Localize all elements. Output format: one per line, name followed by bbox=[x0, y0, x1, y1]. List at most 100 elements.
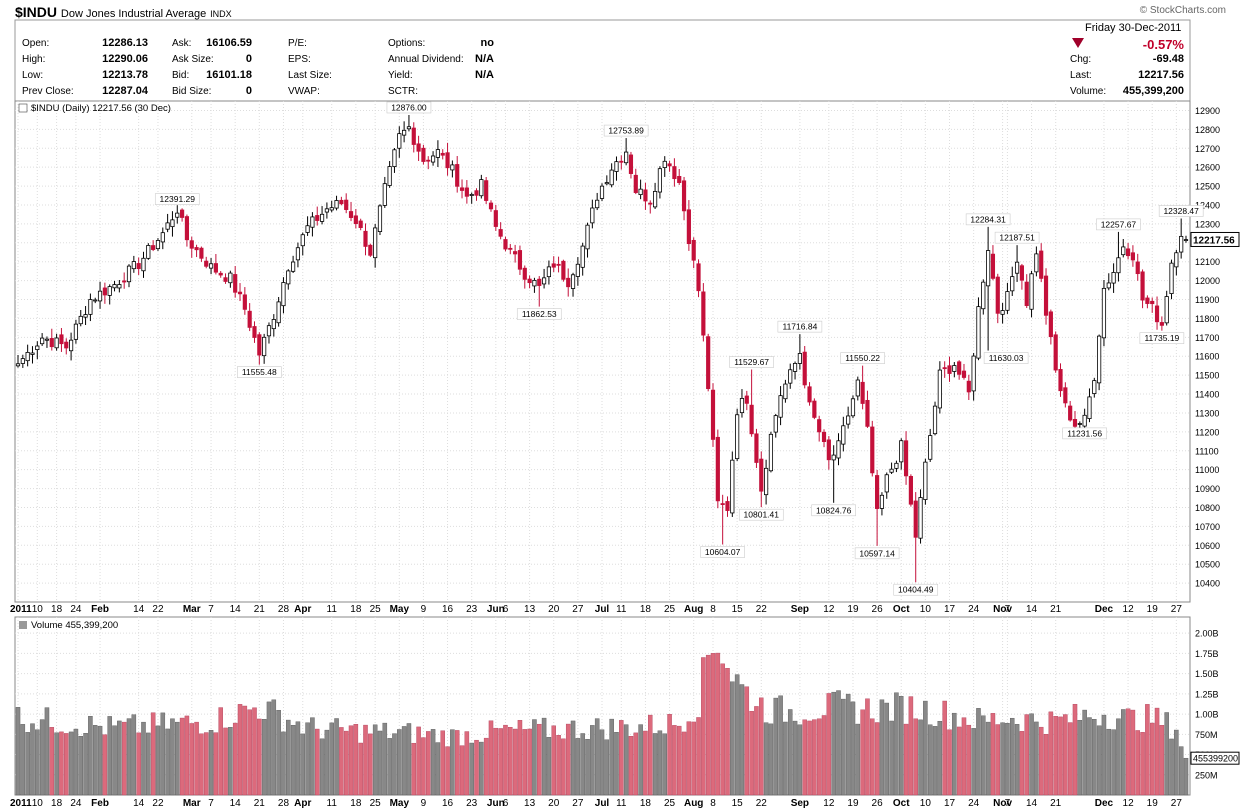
candle-body bbox=[754, 433, 759, 463]
volume-bar bbox=[286, 719, 291, 796]
x-axis-label: 11 bbox=[327, 798, 338, 809]
volume-bar bbox=[648, 714, 653, 796]
candle-body bbox=[474, 190, 479, 196]
candle-body bbox=[1000, 310, 1005, 315]
x-axis-label: 18 bbox=[640, 604, 652, 615]
x-axis-label: 10 bbox=[920, 604, 932, 615]
x-axis-label: Jul bbox=[595, 798, 610, 809]
volume-bars bbox=[15, 652, 1189, 796]
candle-body bbox=[1106, 282, 1111, 289]
candle-body bbox=[1179, 235, 1184, 253]
volume-bar bbox=[1048, 711, 1054, 796]
candle-body bbox=[368, 244, 373, 256]
volume-bar bbox=[498, 728, 503, 796]
price-tick-label: 11000 bbox=[1195, 465, 1219, 475]
candle-body bbox=[879, 494, 885, 509]
candle-body bbox=[464, 187, 469, 197]
candle-body bbox=[957, 361, 962, 375]
candle-body bbox=[334, 200, 339, 209]
x-axis-label: 25 bbox=[370, 604, 382, 615]
volume-bar bbox=[421, 737, 426, 796]
annotation-box bbox=[603, 124, 649, 137]
annotation-box bbox=[237, 366, 282, 378]
volume-bar bbox=[590, 725, 595, 796]
candle-body bbox=[175, 212, 180, 218]
annotation-label: 10824.76 bbox=[816, 505, 852, 515]
x-axis-label: 27 bbox=[572, 604, 584, 615]
x-axis-label: 11 bbox=[616, 798, 627, 809]
candle-body bbox=[435, 149, 440, 158]
candle-body bbox=[691, 239, 696, 261]
candle-body bbox=[20, 358, 25, 364]
candle-body bbox=[947, 365, 952, 374]
candle-body bbox=[324, 208, 329, 213]
quote-value: 12213.78 bbox=[102, 69, 148, 81]
x-axis-label: 10 bbox=[920, 798, 932, 809]
volume-bar bbox=[1067, 722, 1073, 796]
volume-bar bbox=[242, 705, 248, 796]
volume-bar bbox=[247, 709, 252, 796]
volume-bar bbox=[720, 663, 725, 796]
candle-body bbox=[1058, 369, 1063, 392]
price-tick-label: 10500 bbox=[1195, 560, 1220, 570]
volume-bar bbox=[1096, 725, 1102, 796]
candle-body bbox=[25, 351, 30, 362]
candle-body bbox=[913, 500, 918, 538]
volume-bar bbox=[638, 724, 643, 796]
candle-body bbox=[353, 215, 358, 224]
candle-body bbox=[59, 334, 64, 345]
volume-bar bbox=[78, 736, 83, 796]
annotation-label: 11550.22 bbox=[845, 353, 880, 363]
volume-bar bbox=[691, 721, 696, 796]
volume-bar bbox=[401, 726, 407, 796]
price-tick-label: 11500 bbox=[1195, 371, 1219, 381]
volume-bar bbox=[281, 731, 286, 796]
annotation-box bbox=[1139, 332, 1185, 344]
candle-body bbox=[686, 209, 691, 245]
candle-body bbox=[155, 240, 161, 250]
x-axis-label: 21 bbox=[254, 604, 266, 615]
candle-body bbox=[44, 338, 50, 341]
candle-body bbox=[488, 202, 494, 210]
volume-bar bbox=[358, 742, 363, 796]
x-axis-label: 12 bbox=[1123, 798, 1135, 809]
volume-bar bbox=[744, 686, 750, 796]
candle-body bbox=[585, 224, 590, 250]
volume-bar bbox=[715, 652, 721, 796]
x-axis-label: 16 bbox=[442, 798, 454, 809]
candle-body bbox=[725, 501, 730, 511]
x-axis-label: Jun bbox=[487, 604, 505, 615]
volume-bar bbox=[363, 724, 368, 796]
candle-body bbox=[1077, 423, 1082, 425]
candle-body bbox=[532, 279, 537, 287]
candle-body bbox=[802, 351, 807, 386]
annotation-label: 11630.03 bbox=[989, 353, 1024, 363]
volume-bar bbox=[995, 724, 1001, 796]
volume-bar bbox=[686, 721, 692, 796]
candle-body bbox=[812, 400, 817, 418]
volume-bar bbox=[807, 720, 812, 796]
candle-body bbox=[421, 147, 426, 162]
candle-body bbox=[942, 367, 947, 370]
volume-bar bbox=[1140, 732, 1145, 796]
volume-bar bbox=[580, 733, 585, 796]
candle-body bbox=[619, 160, 624, 163]
candle-body bbox=[1087, 396, 1092, 419]
candle-body bbox=[1159, 322, 1164, 326]
volume-bar bbox=[841, 698, 846, 796]
volume-tick-label: 1.25B bbox=[1195, 689, 1219, 699]
volume-bar bbox=[551, 725, 556, 796]
candles bbox=[15, 114, 1189, 583]
annotation-label: 12187.51 bbox=[999, 233, 1035, 243]
annotation-label: 11735.19 bbox=[1144, 333, 1179, 343]
quote-label: Ask: bbox=[172, 38, 192, 49]
x-axis-label: 12 bbox=[1123, 604, 1135, 615]
volume-bar bbox=[956, 726, 962, 796]
x-axis-label: Mar bbox=[183, 798, 201, 809]
volume-bar bbox=[440, 730, 445, 796]
volume-bar bbox=[676, 725, 682, 796]
annotation-box bbox=[811, 504, 856, 517]
x-axis-label: Oct bbox=[893, 798, 910, 809]
volume-bar bbox=[1169, 738, 1174, 796]
